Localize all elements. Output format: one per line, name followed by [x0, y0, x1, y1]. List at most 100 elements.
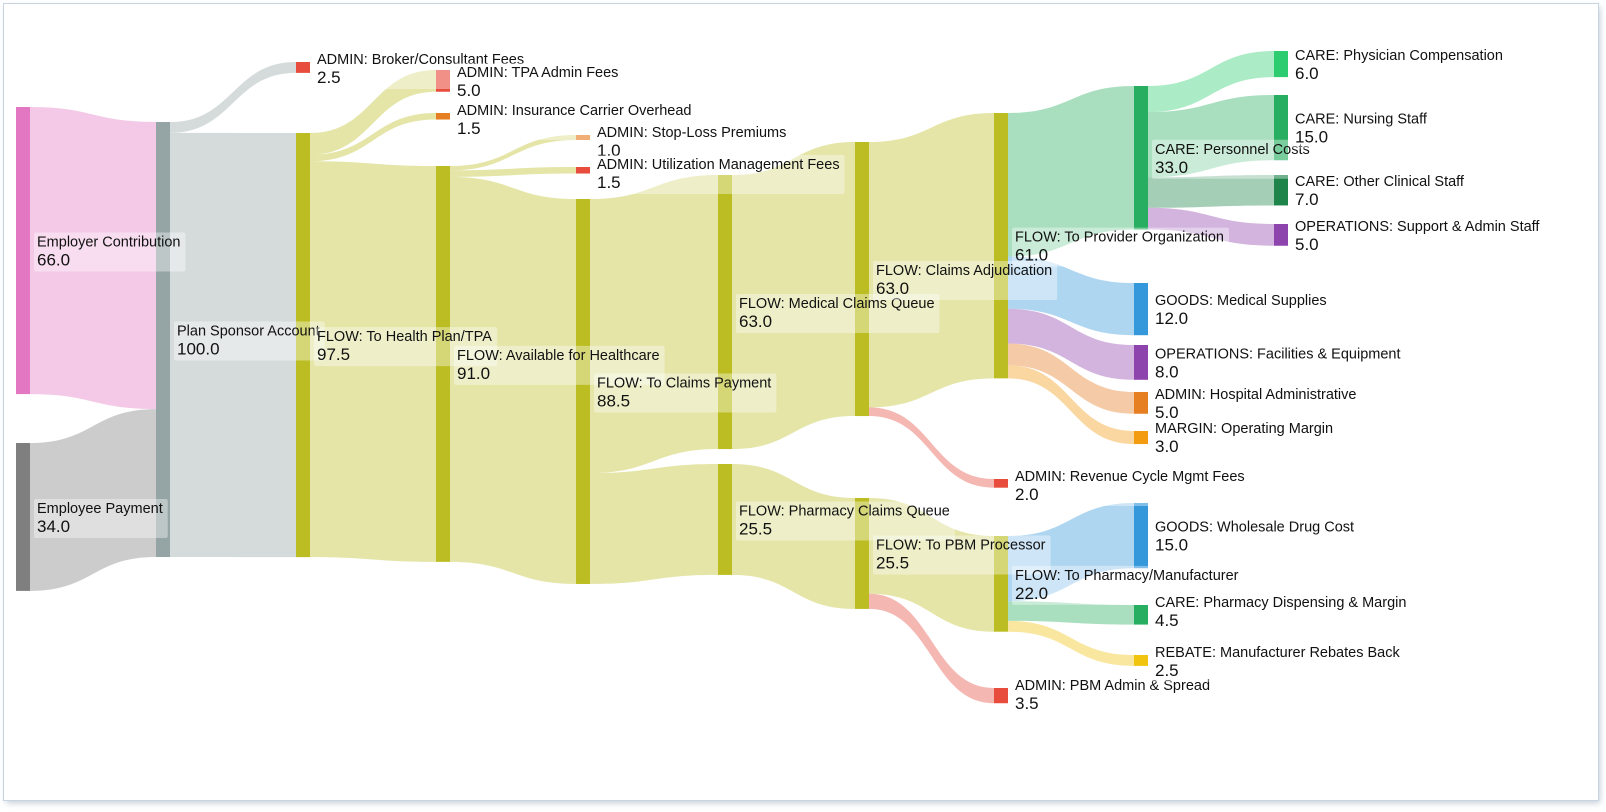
sankey-node-adj[interactable] [855, 142, 869, 417]
sankey-link-provider-to-personnel[interactable] [1008, 86, 1134, 257]
sankey-link-avail-to-um[interactable] [450, 167, 576, 177]
sankey-node-medsup[interactable] [1134, 283, 1148, 336]
node-value: 88.5 [597, 391, 630, 410]
sankey-link-avail-to-claimspay[interactable] [450, 176, 576, 584]
sankey-link-provider-to-opmargin[interactable] [1008, 365, 1134, 445]
node-value: 1.5 [597, 173, 621, 192]
sankey-node-rebates[interactable] [1134, 655, 1148, 666]
sankey-link-provider-to-facilities[interactable] [1008, 308, 1134, 380]
sankey-link-claimspay-to-medq[interactable] [590, 175, 718, 474]
node-value: 15.0 [1155, 536, 1188, 555]
label-backdrop [454, 345, 665, 385]
sankey-link-avail-to-stoploss[interactable] [450, 135, 576, 171]
sankey-link-sponsor-to-tohp[interactable] [170, 132, 296, 558]
node-name: REBATE: Manufacturer Rebates Back [1155, 645, 1400, 661]
node-name: FLOW: Claims Adjudication [876, 263, 1052, 279]
label-backdrop [736, 501, 955, 541]
sankey-link-employee-to-sponsor[interactable] [30, 409, 156, 591]
sankey-link-sponsor-to-broker[interactable] [170, 62, 296, 133]
node-value: 3.5 [1015, 694, 1039, 713]
sankey-node-sponsor[interactable] [156, 122, 170, 557]
sankey-link-personnel-to-support[interactable] [1148, 207, 1274, 246]
node-value: 2.5 [1155, 661, 1179, 680]
sankey-link-personnel-to-physician[interactable] [1148, 51, 1274, 113]
sankey-link-medq-to-adj[interactable] [732, 142, 855, 450]
sankey-node-revcycle[interactable] [994, 479, 1008, 488]
sankey-link-claimspay-to-rxq[interactable] [590, 464, 718, 584]
sankey-node-physician[interactable] [1274, 51, 1288, 78]
sankey-node-medq[interactable] [718, 175, 732, 450]
label-backdrop [174, 321, 325, 361]
sankey-link-tohp-to-avail[interactable] [310, 161, 436, 562]
sankey-link-pharmmfr-to-rebates[interactable] [1008, 620, 1134, 666]
sankey-node-personnel[interactable] [1134, 86, 1148, 230]
sankey-link-pbm-to-pbmadmin[interactable] [869, 593, 994, 704]
node-name: OPERATIONS: Facilities & Equipment [1155, 346, 1401, 362]
sankey-node-tohp[interactable] [296, 133, 310, 558]
sankey-link-personnel-to-nursing[interactable] [1148, 95, 1274, 178]
sankey-node-stoploss[interactable] [576, 135, 590, 140]
sankey-node-pbm[interactable] [855, 498, 869, 609]
sankey-nodes [16, 51, 1288, 704]
sankey-link-rxq-to-pbm[interactable] [732, 464, 855, 609]
sankey-node-carrier[interactable] [436, 113, 450, 120]
sankey-node-dispensing[interactable] [1134, 605, 1148, 625]
sankey-link-personnel-to-otherclin[interactable] [1148, 175, 1274, 208]
sankey-node-support[interactable] [1274, 224, 1288, 246]
sankey-node-employer[interactable] [16, 107, 30, 395]
sankey-node-provider[interactable] [994, 113, 1008, 379]
sankey-node-claimspay[interactable] [576, 199, 590, 584]
node-name: CARE: Other Clinical Staff [1295, 174, 1465, 190]
node-name: FLOW: To PBM Processor [876, 537, 1046, 553]
label-backdrop [1012, 227, 1229, 267]
sankey-node-rxq[interactable] [718, 464, 732, 575]
label-backdrop [873, 535, 1051, 575]
sankey-node-tpa[interactable] [436, 70, 450, 92]
sankey-link-provider-to-medsup[interactable] [1008, 256, 1134, 336]
sankey-link-provider-to-hospadmin[interactable] [1008, 343, 1134, 414]
label-backdrop [1152, 384, 1362, 424]
sankey-link-pbm-to-pharmmfr[interactable] [869, 498, 994, 632]
sankey-link-pharmmfr-to-wholesale[interactable] [1008, 503, 1134, 602]
node-value: 5.0 [1295, 235, 1319, 254]
sankey-node-nursing[interactable] [1274, 95, 1288, 161]
sankey-node-employee[interactable] [16, 443, 30, 591]
sankey-node-wholesale[interactable] [1134, 503, 1148, 569]
sankey-link-tohp-to-carrier[interactable] [310, 113, 436, 162]
sankey-link-employer-to-sponsor[interactable] [30, 107, 156, 410]
sankey-node-um[interactable] [576, 167, 590, 174]
node-value: 63.0 [876, 279, 909, 298]
sankey-link-pharmmfr-to-dispensing[interactable] [1008, 601, 1134, 625]
label-backdrop [1012, 467, 1250, 506]
node-value: 6.0 [1295, 64, 1319, 83]
sankey-link-tohp-to-tpa[interactable] [310, 70, 436, 155]
label-backdrop [873, 261, 1058, 301]
sankey-node-otherclin[interactable] [1274, 175, 1288, 206]
sankey-link-adj-to-revcycle[interactable] [869, 407, 994, 488]
node-name: ADMIN: Utilization Management Fees [597, 157, 840, 173]
node-name: Plan Sponsor Account [177, 324, 320, 340]
sankey-links [30, 51, 1274, 704]
sankey-node-pbmadmin[interactable] [994, 688, 1008, 704]
sankey-node-hospadmin[interactable] [1134, 392, 1148, 414]
sankey-node-opmargin[interactable] [1134, 431, 1148, 445]
node-name: OPERATIONS: Support & Admin Staff [1295, 219, 1540, 235]
sankey-link-adj-to-provider[interactable] [869, 113, 994, 408]
sankey-node-avail[interactable] [436, 166, 450, 562]
node-name: FLOW: To Pharmacy/Manufacturer [1015, 568, 1239, 584]
sankey-node-broker[interactable] [296, 62, 310, 73]
sankey-node-facilities[interactable] [1134, 345, 1148, 380]
sankey-node-pharmmfr[interactable] [994, 536, 1008, 632]
